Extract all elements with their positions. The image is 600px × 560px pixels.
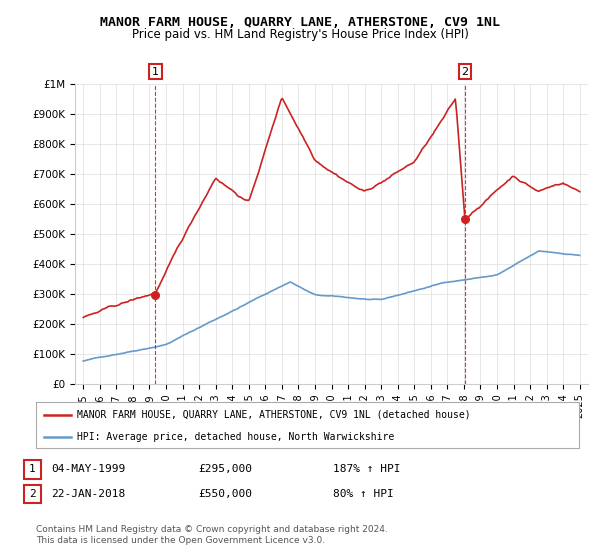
Text: Contains HM Land Registry data © Crown copyright and database right 2024.
This d: Contains HM Land Registry data © Crown c… — [36, 525, 388, 545]
Text: HPI: Average price, detached house, North Warwickshire: HPI: Average price, detached house, Nort… — [77, 432, 394, 441]
Text: 2: 2 — [29, 489, 36, 499]
Text: MANOR FARM HOUSE, QUARRY LANE, ATHERSTONE, CV9 1NL: MANOR FARM HOUSE, QUARRY LANE, ATHERSTON… — [100, 16, 500, 29]
Text: 22-JAN-2018: 22-JAN-2018 — [51, 489, 125, 499]
Text: 187% ↑ HPI: 187% ↑ HPI — [333, 464, 401, 474]
Text: £295,000: £295,000 — [198, 464, 252, 474]
Text: 04-MAY-1999: 04-MAY-1999 — [51, 464, 125, 474]
Text: 1: 1 — [29, 464, 36, 474]
Text: MANOR FARM HOUSE, QUARRY LANE, ATHERSTONE, CV9 1NL (detached house): MANOR FARM HOUSE, QUARRY LANE, ATHERSTON… — [77, 410, 470, 420]
Point — [151, 291, 160, 300]
Text: 80% ↑ HPI: 80% ↑ HPI — [333, 489, 394, 499]
Text: 2: 2 — [461, 67, 469, 77]
Point — [460, 214, 470, 223]
Text: Price paid vs. HM Land Registry's House Price Index (HPI): Price paid vs. HM Land Registry's House … — [131, 28, 469, 41]
Text: £550,000: £550,000 — [198, 489, 252, 499]
Text: 1: 1 — [152, 67, 159, 77]
